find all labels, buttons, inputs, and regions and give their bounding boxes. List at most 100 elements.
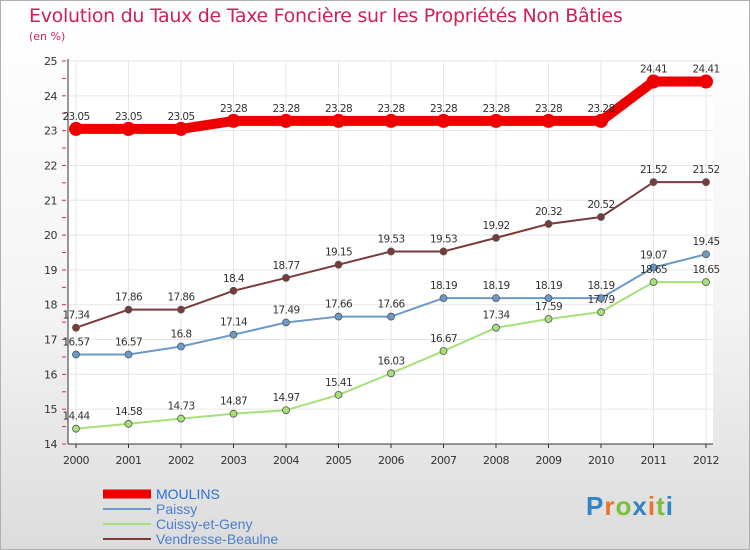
data-label-paissy: 18.19 [482, 280, 509, 292]
x-tick-label: 2007 [431, 454, 457, 467]
y-tick-label: 20 [44, 229, 57, 242]
data-label-paissy: 19.07 [640, 249, 667, 261]
data-point-cuissy-et-geny [649, 278, 658, 286]
y-tick-label: 23 [44, 125, 57, 138]
y-tick-label: 25 [44, 55, 57, 68]
data-point-moulins [331, 113, 346, 128]
data-label-moulins: 23.28 [220, 103, 247, 115]
data-point-paissy [597, 294, 605, 303]
y-tick-label: 15 [44, 403, 57, 416]
data-point-moulins [594, 113, 608, 128]
data-point-cuissy-et-geny [124, 419, 133, 428]
data-label-paissy: 17.66 [377, 299, 405, 311]
data-point-moulins [384, 113, 398, 128]
data-point-cuissy-et-geny [282, 406, 290, 415]
y-tick-label: 24 [44, 90, 57, 103]
data-point-paissy [544, 294, 553, 303]
data-label-moulins: 23.28 [272, 103, 299, 115]
legend-label-cuissy-et-geny: Cuissy-et-Geny [156, 516, 252, 532]
data-point-moulins [436, 113, 451, 128]
chart-unit-label: (en %) [29, 30, 66, 43]
data-point-moulins [226, 113, 241, 128]
data-label-paissy: 16.57 [62, 337, 89, 349]
data-label-vendresse-beaulne: 18.77 [272, 260, 299, 272]
data-point-cuissy-et-geny [492, 323, 500, 332]
data-point-paissy [229, 330, 238, 339]
y-tick-label: 14 [44, 438, 57, 451]
data-point-cuissy-et-geny [439, 347, 448, 355]
data-point-paissy [492, 294, 500, 303]
data-label-paissy: 19.45 [692, 236, 719, 248]
data-label-vendresse-beaulne: 19.53 [430, 233, 457, 245]
data-label-moulins: 23.05 [167, 111, 194, 123]
data-label-vendresse-beaulne: 17.86 [115, 292, 143, 304]
proxiti-logo: Proxiti [586, 491, 674, 521]
data-point-cuissy-et-geny [387, 369, 395, 378]
data-label-cuissy-et-geny: 14.73 [167, 401, 194, 413]
x-tick-label: 2009 [536, 454, 562, 467]
y-tick-label: 21 [44, 194, 57, 207]
data-label-cuissy-et-geny: 14.44 [62, 411, 90, 423]
data-point-paissy [177, 342, 185, 351]
data-point-vendresse-beaulne [597, 213, 605, 221]
y-tick-label: 17 [44, 334, 57, 347]
data-label-moulins: 23.28 [535, 103, 562, 115]
x-tick-label: 2001 [116, 454, 142, 467]
y-tick-label: 18 [44, 299, 57, 312]
data-label-paissy: 17.49 [272, 304, 299, 316]
data-point-paissy [72, 350, 80, 359]
data-point-cuissy-et-geny [72, 424, 80, 433]
data-label-vendresse-beaulne: 17.86 [167, 292, 195, 304]
data-point-moulins [69, 121, 83, 136]
data-label-paissy: 17.14 [220, 317, 248, 329]
data-point-cuissy-et-geny [544, 315, 553, 323]
data-label-paissy: 18.19 [587, 280, 614, 292]
data-label-vendresse-beaulne: 20.32 [535, 206, 562, 218]
data-point-vendresse-beaulne [387, 247, 395, 256]
data-point-vendresse-beaulne [72, 323, 80, 332]
data-point-moulins [699, 74, 713, 89]
data-label-cuissy-et-geny: 14.97 [272, 392, 299, 404]
data-label-vendresse-beaulne: 21.52 [692, 164, 719, 176]
data-point-paissy [282, 318, 290, 327]
x-tick-label: 2011 [641, 454, 667, 467]
data-point-cuissy-et-geny [597, 308, 605, 316]
x-tick-label: 2005 [326, 454, 352, 467]
data-point-vendresse-beaulne [544, 220, 553, 228]
data-point-cuissy-et-geny [177, 414, 185, 423]
legend-label-vendresse-beaulne: Vendresse-Beaulne [156, 531, 278, 547]
data-point-vendresse-beaulne [124, 305, 133, 314]
data-point-paissy [334, 312, 343, 321]
data-label-moulins: 23.28 [377, 103, 404, 115]
data-label-moulins: 23.28 [482, 103, 509, 115]
data-point-vendresse-beaulne [229, 286, 238, 295]
data-label-cuissy-et-geny: 18.65 [640, 264, 667, 276]
x-tick-label: 2006 [378, 454, 404, 467]
data-label-cuissy-et-geny: 15.41 [325, 377, 352, 389]
data-point-vendresse-beaulne [334, 260, 343, 269]
data-label-cuissy-et-geny: 14.87 [220, 396, 247, 408]
x-tick-label: 2010 [588, 454, 614, 467]
data-label-cuissy-et-geny: 16.67 [430, 333, 457, 345]
x-tick-label: 2000 [63, 454, 89, 467]
data-label-moulins: 24.41 [640, 64, 667, 76]
data-point-cuissy-et-geny [334, 391, 343, 399]
data-point-vendresse-beaulne [282, 274, 290, 282]
data-point-paissy [387, 312, 395, 321]
data-label-vendresse-beaulne: 20.52 [587, 199, 614, 211]
data-point-moulins [489, 113, 503, 128]
data-label-vendresse-beaulne: 18.4 [223, 273, 245, 285]
x-tick-label: 2003 [221, 454, 247, 467]
data-label-vendresse-beaulne: 17.34 [62, 310, 90, 322]
data-point-vendresse-beaulne [702, 178, 710, 187]
y-tick-label: 22 [44, 159, 57, 172]
data-label-cuissy-et-geny: 18.65 [692, 264, 719, 276]
data-point-paissy [439, 294, 448, 303]
data-point-vendresse-beaulne [177, 305, 185, 314]
data-point-moulins [121, 121, 136, 136]
data-label-cuissy-et-geny: 16.03 [377, 355, 404, 367]
data-point-paissy [702, 250, 710, 259]
data-point-vendresse-beaulne [439, 247, 448, 256]
